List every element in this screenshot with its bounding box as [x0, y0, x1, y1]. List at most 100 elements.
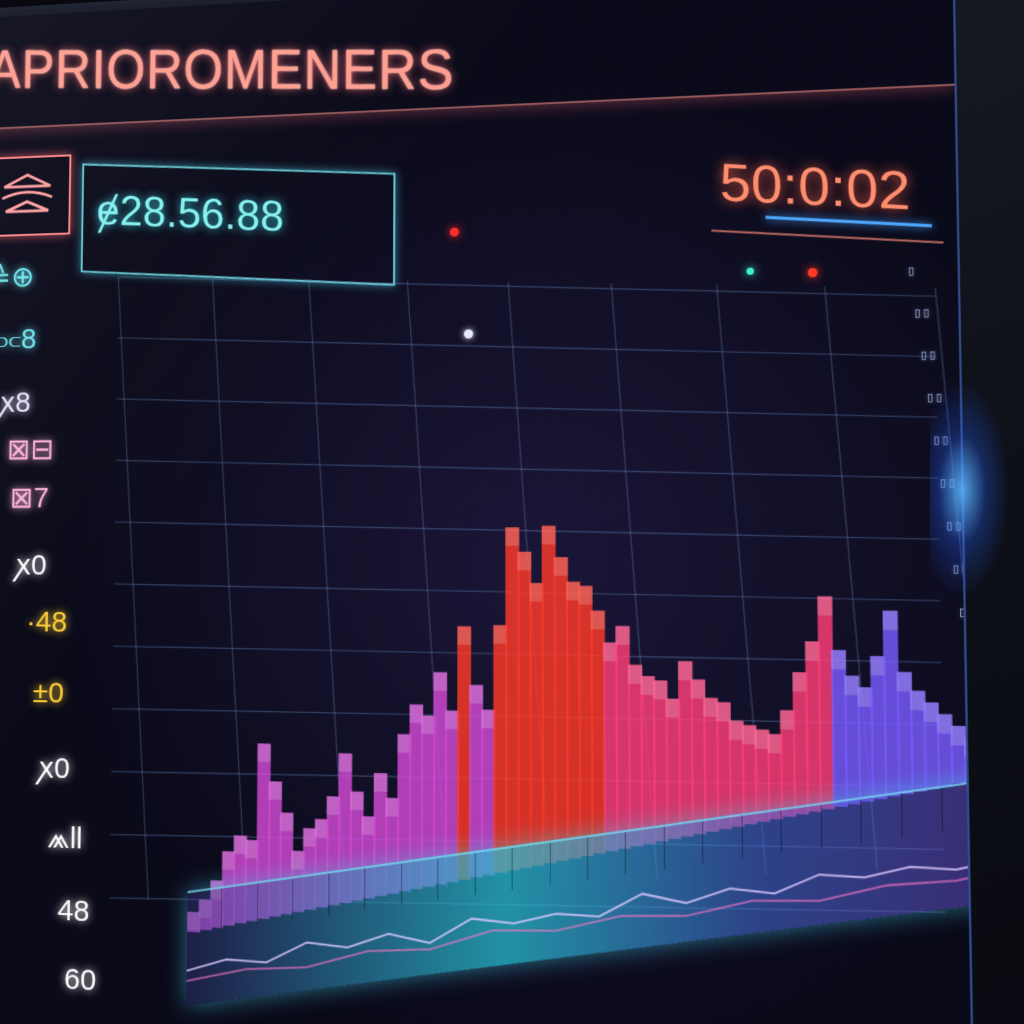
app-title: APRIOROMENERS — [0, 38, 455, 103]
timeline-cell — [781, 804, 822, 854]
chart-bar-highlight — [245, 839, 259, 859]
status-led-red — [449, 227, 459, 237]
timeline-cell — [257, 878, 294, 925]
right-tick-label: ▯▯ — [970, 691, 975, 709]
timeline-cell — [512, 842, 551, 890]
timeline-cell — [187, 888, 223, 934]
chart-bar-highlight — [844, 675, 860, 696]
side-label: ⊠7 — [9, 482, 50, 515]
chart-bar-highlight — [653, 680, 668, 700]
timeline-cell — [942, 782, 975, 832]
timeline-cell — [901, 787, 944, 838]
chart-bar — [397, 734, 412, 892]
chart-bar-highlight — [291, 850, 305, 870]
chart-bar — [385, 797, 400, 894]
chart-bar-highlight — [541, 525, 556, 545]
chart-bar-highlight — [421, 715, 436, 735]
timeline-cell — [401, 858, 439, 905]
chart-bar-highlight — [566, 581, 581, 601]
chart-bar-highlight — [910, 690, 926, 711]
right-tick-label: ▯▯ — [964, 647, 975, 665]
chart-bar-highlight — [640, 675, 655, 696]
chart-bar — [432, 672, 448, 885]
timeline-cell — [664, 821, 704, 870]
side-label: ꭗ0 — [38, 751, 71, 786]
chart-bar-highlight — [469, 684, 484, 704]
side-label: ⊠⊟ — [6, 433, 55, 466]
chart-bar — [420, 715, 436, 888]
chart-bar-highlight — [779, 710, 796, 730]
chart-bar-highlight — [870, 655, 886, 676]
chart-bar-highlight — [603, 642, 618, 662]
side-label: ⩕ll — [46, 821, 83, 856]
chart-bar — [373, 772, 388, 897]
chart-bar-highlight — [936, 713, 953, 734]
chart-bar — [493, 625, 508, 873]
chart-bar-highlight — [385, 797, 400, 817]
chart-bar-highlight — [728, 720, 744, 741]
chart-bar-highlight — [445, 710, 460, 730]
timeline-cell — [821, 799, 863, 849]
chart-bar-highlight — [896, 671, 913, 692]
chart-bar-highlight — [350, 791, 364, 811]
chart-bar-highlight — [830, 649, 847, 670]
chart-bar-highlight — [553, 557, 568, 576]
timeline-cell — [550, 837, 589, 885]
chart-bar-highlight — [222, 851, 236, 870]
timeline-cell — [588, 831, 627, 880]
chart-bar-highlight — [233, 835, 248, 855]
grid-line-horizontal — [117, 321, 936, 371]
chart-bar — [457, 626, 472, 881]
timeline-cell — [861, 793, 903, 843]
chart-bar-highlight — [741, 724, 757, 745]
chart-bar — [337, 753, 353, 904]
timeline-cell — [626, 826, 665, 875]
side-label: ·48 — [26, 605, 68, 639]
chart-bar-highlight — [703, 697, 719, 718]
chart-bar-highlight — [257, 743, 271, 763]
timeline-cell — [703, 815, 743, 865]
chart-bar-highlight — [457, 626, 472, 645]
chart-bar-highlight — [409, 704, 424, 724]
timeline-cell — [329, 868, 366, 915]
title-bar: APRIOROMENERS — [0, 0, 955, 131]
chart-bar-highlight — [433, 672, 448, 691]
chart-bar-highlight — [882, 610, 898, 631]
grid-line-horizontal — [116, 387, 937, 426]
timeline-cell — [438, 853, 476, 900]
chart-bar-highlight — [804, 641, 821, 661]
chart-bar-highlight — [529, 582, 544, 602]
secondary-readout-value: 50:0:02 — [719, 153, 912, 223]
chart-bar-highlight — [578, 585, 593, 605]
chart-bar-highlight — [493, 625, 508, 644]
chart-bar-highlight — [792, 672, 808, 692]
primary-readout-value: ɇ28.56.88 — [96, 186, 285, 241]
chart-bar-highlight — [373, 772, 388, 792]
side-label: 48 — [57, 893, 90, 929]
chart-bar-highlight — [767, 733, 783, 754]
chart-bar-highlight — [481, 709, 496, 729]
chart-bar-highlight — [517, 551, 532, 571]
timeline-cell — [742, 810, 783, 859]
timeline-cell — [293, 873, 330, 920]
chart-bar-highlight — [303, 828, 317, 847]
side-label: ꭗ8 — [0, 386, 31, 419]
chart-bar-highlight — [857, 687, 873, 707]
chart-bar-highlight — [950, 725, 967, 746]
chart-bar-highlight — [716, 702, 731, 722]
chart-bar-highlight — [397, 734, 412, 753]
side-label: ≙⊕ — [0, 261, 35, 294]
chart-bar — [469, 684, 484, 878]
side-label: ꭗ0 — [15, 549, 47, 582]
ambient-light — [930, 380, 1010, 600]
chart-bar-highlight — [338, 753, 353, 772]
chart-bar-highlight — [677, 661, 693, 681]
chart-bar-highlight — [279, 812, 294, 832]
grid-line-horizontal — [115, 522, 940, 539]
side-label: ⫗8 — [0, 323, 37, 356]
chart-bar-highlight — [923, 702, 940, 723]
app-logo-icon[interactable] — [0, 154, 72, 238]
timeline-cell — [222, 883, 258, 930]
chart-bar-highlight — [361, 816, 376, 836]
